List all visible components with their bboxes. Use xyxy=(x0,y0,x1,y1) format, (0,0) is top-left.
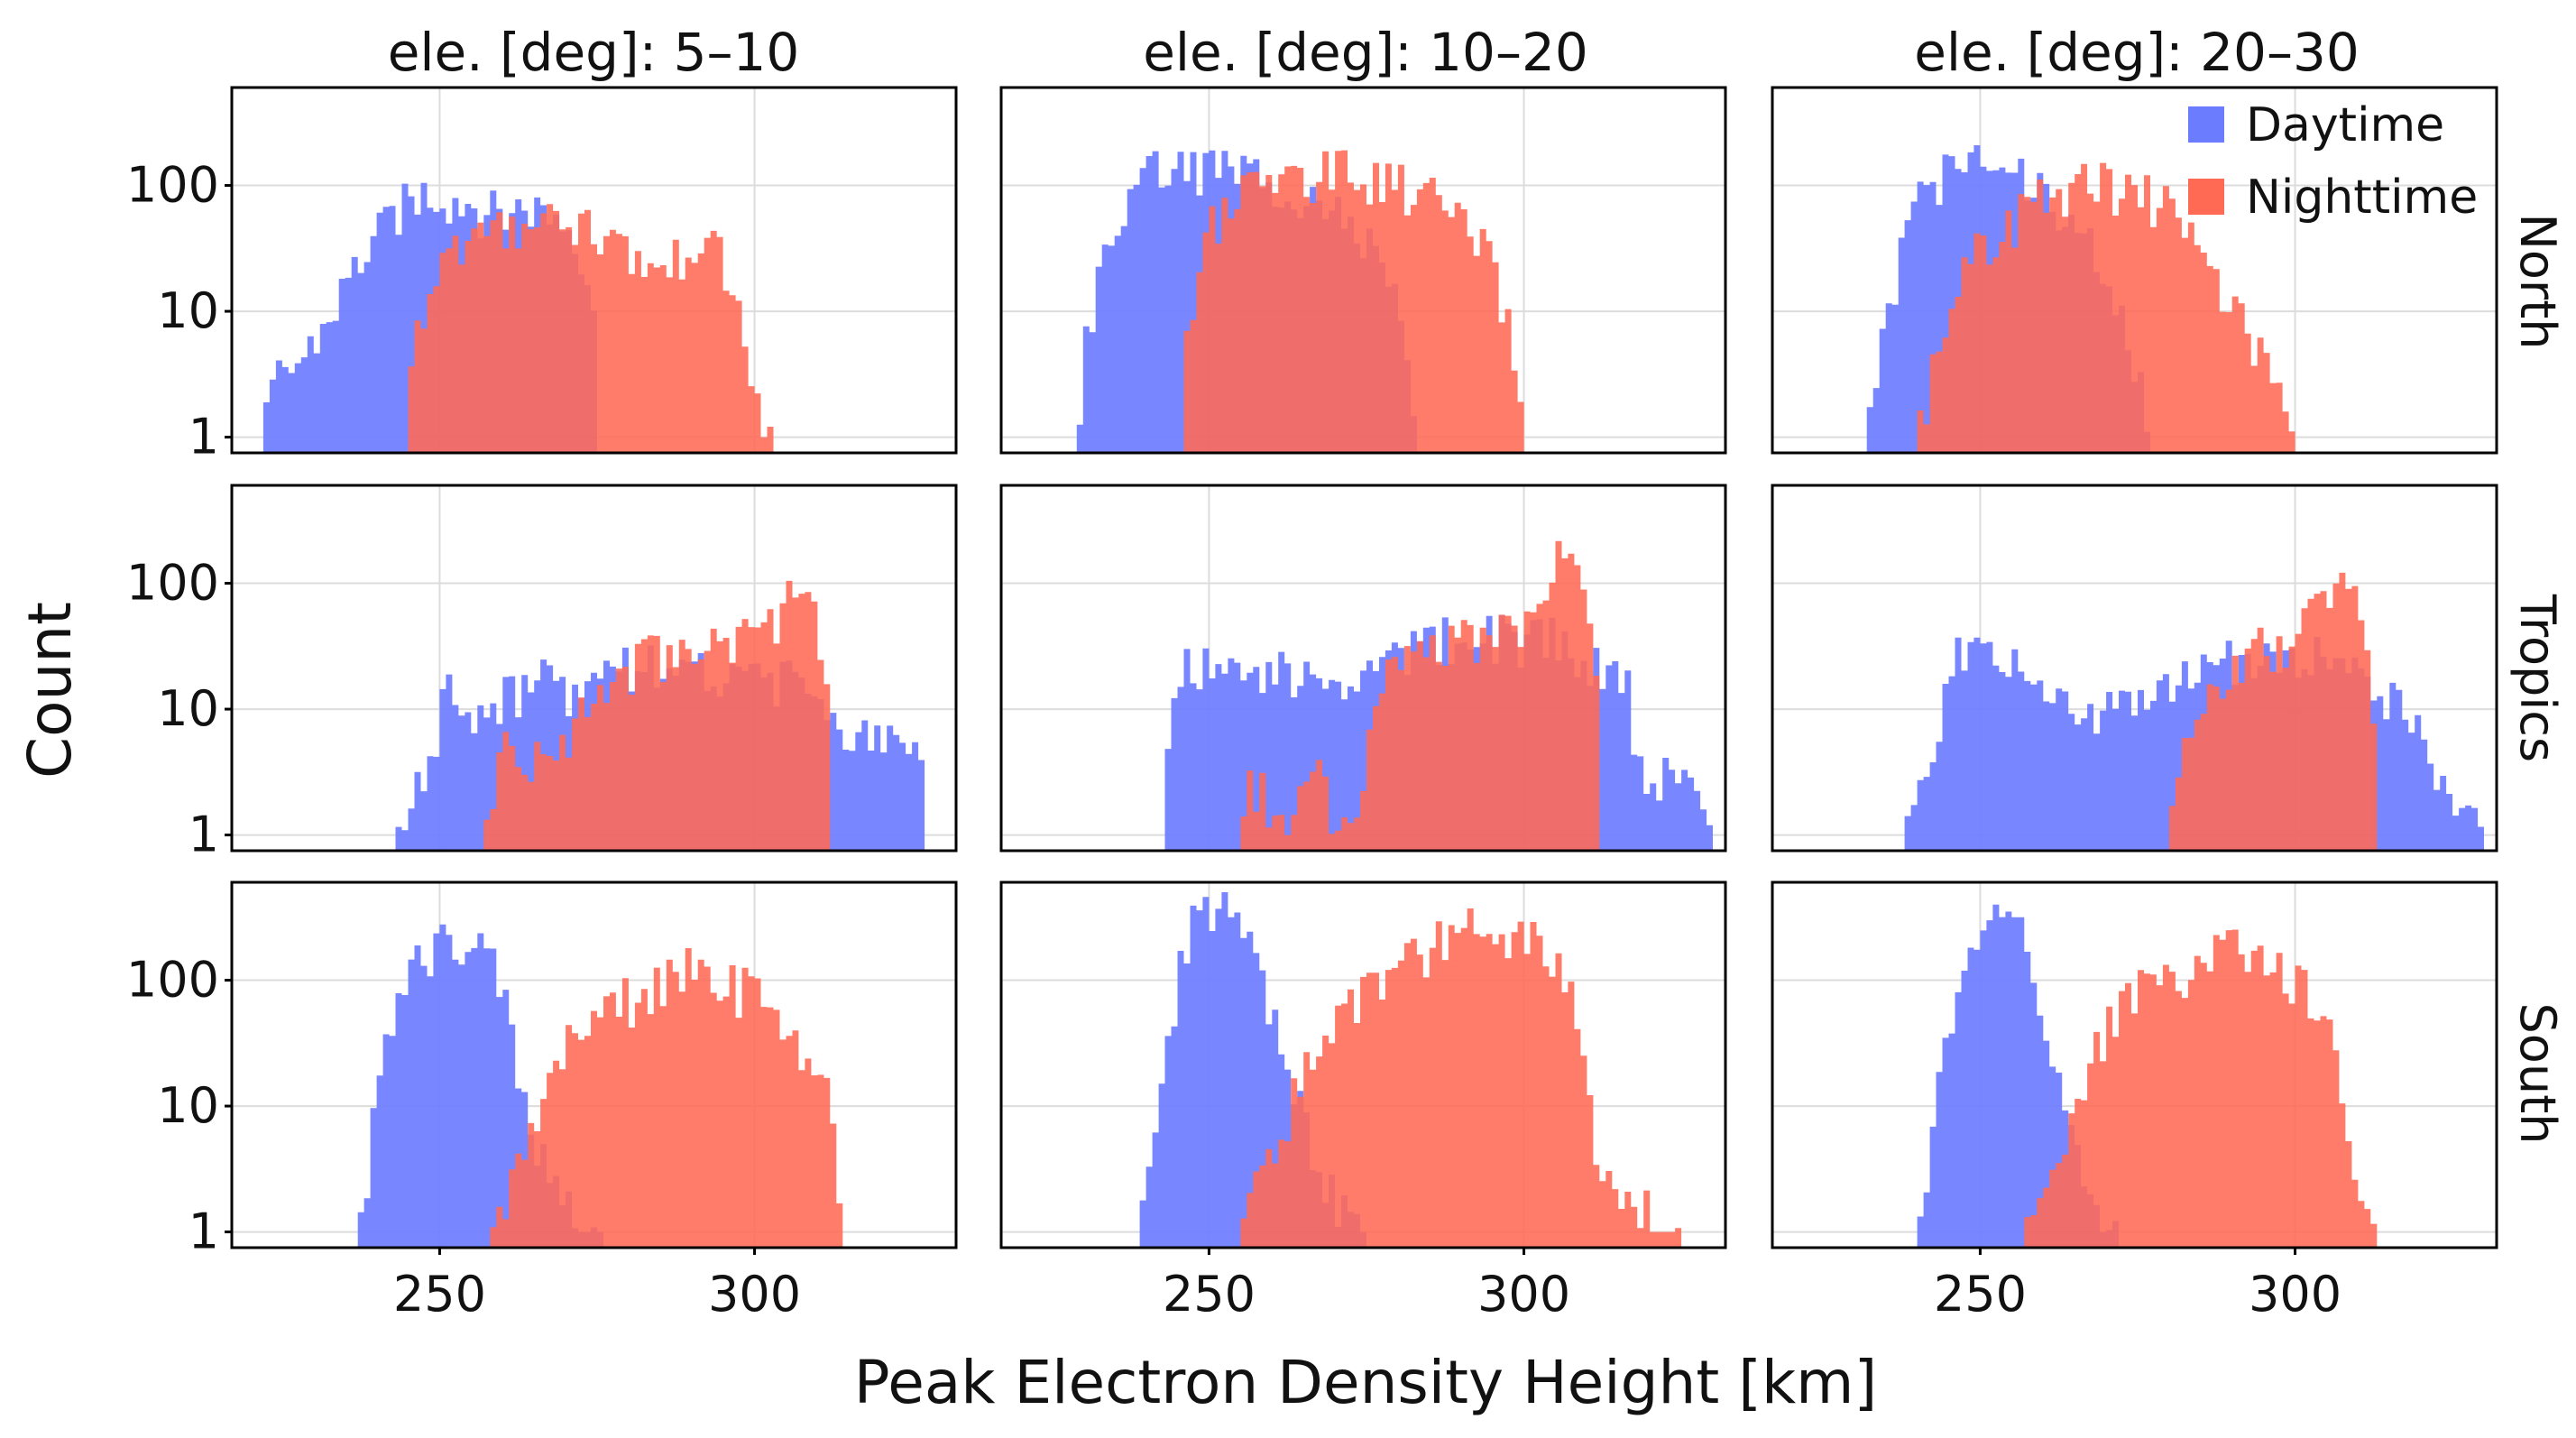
row-label-north: North xyxy=(2509,213,2566,349)
column-title-2: ele. [deg]: 10–20 xyxy=(1143,22,1588,83)
column-title-3: ele. [deg]: 20–30 xyxy=(1914,22,2360,83)
y-tick-label: 10 xyxy=(157,680,219,737)
x-tick-label: 300 xyxy=(708,1266,801,1323)
legend-swatch-daytime xyxy=(2188,106,2224,143)
panel-frame xyxy=(230,484,958,853)
panel-frame xyxy=(1771,86,2498,455)
y-axis-label: Count xyxy=(15,602,85,779)
y-tick-label: 10 xyxy=(157,282,219,339)
legend-label-nighttime: Nighttime xyxy=(2246,171,2478,225)
histogram-bars xyxy=(395,580,925,851)
histogram-nighttime xyxy=(1917,162,2295,453)
histogram-bars xyxy=(357,924,843,1248)
y-tick-label: 10 xyxy=(157,1077,219,1134)
histogram-bars xyxy=(1164,540,1713,851)
column-titles: ele. [deg]: 5–10 ele. [deg]: 10–20 ele. … xyxy=(388,22,2360,83)
panels-layer: 1 10 100 1 10 100 1 10 100 250 300 250 300 250 300 xyxy=(126,86,2498,1323)
y-tick-label: 1 xyxy=(189,1203,219,1260)
histogram-nighttime xyxy=(2024,929,2378,1248)
legend: Daytime Nighttime xyxy=(2188,98,2478,225)
row-label-south: South xyxy=(2509,1003,2566,1145)
histogram-nighttime xyxy=(408,204,774,453)
panel-south-col1: 1 10 100 250 300 xyxy=(126,880,958,1323)
panel-frame xyxy=(999,86,1727,455)
column-title-1: ele. [deg]: 5–10 xyxy=(388,22,800,83)
legend-swatch-nighttime xyxy=(2188,179,2224,215)
y-tick-label: 100 xyxy=(126,952,219,1009)
histogram-daytime xyxy=(1139,892,1366,1248)
x-tick-label: 300 xyxy=(2249,1266,2341,1323)
y-tick-label: 1 xyxy=(189,807,219,863)
x-axis-label: Peak Electron Density Height [km] xyxy=(854,1348,1877,1417)
histogram-bars xyxy=(262,182,774,453)
panel-tropics-col3 xyxy=(1771,484,2498,853)
y-tick-label: 100 xyxy=(126,157,219,214)
histogram-bars xyxy=(1866,145,2295,453)
row-label-tropics: Tropics xyxy=(2509,594,2566,762)
panel-tropics-col1: 1 10 100 xyxy=(126,484,958,863)
row-labels: North Tropics South xyxy=(2509,213,2566,1144)
histogram-nighttime xyxy=(483,580,831,851)
x-tick-label: 300 xyxy=(1477,1266,1570,1323)
panel-north-col3 xyxy=(1771,86,2498,455)
histogram-nighttime xyxy=(490,948,843,1248)
histogram-bars xyxy=(1076,150,1524,453)
histogram-bars xyxy=(1904,572,2484,851)
x-tick-label: 250 xyxy=(393,1266,486,1323)
histogram-bars xyxy=(1917,904,2378,1248)
histogram-nighttime xyxy=(1183,150,1524,453)
panel-frame xyxy=(230,880,958,1249)
histogram-bars xyxy=(1139,892,1682,1248)
x-tick-label: 250 xyxy=(1934,1266,2027,1323)
panel-frame xyxy=(999,484,1727,853)
panel-frame xyxy=(230,86,958,455)
histogram-nighttime xyxy=(1240,540,1600,851)
x-tick-label: 250 xyxy=(1163,1266,1256,1323)
panel-south-col2: 250 300 xyxy=(999,880,1727,1323)
panel-north-col1: 1 10 100 xyxy=(126,86,958,466)
panel-frame xyxy=(1771,484,2498,853)
panel-north-col2 xyxy=(999,86,1727,455)
panel-south-col3: 250 300 xyxy=(1771,880,2498,1323)
panel-frame xyxy=(1771,880,2498,1249)
histogram-nighttime xyxy=(2168,572,2378,851)
legend-label-daytime: Daytime xyxy=(2246,98,2444,152)
histogram-nighttime xyxy=(1240,908,1682,1248)
y-tick-label: 1 xyxy=(189,409,219,466)
panel-tropics-col2 xyxy=(999,484,1727,853)
y-tick-label: 100 xyxy=(126,555,219,612)
panel-frame xyxy=(999,880,1727,1249)
